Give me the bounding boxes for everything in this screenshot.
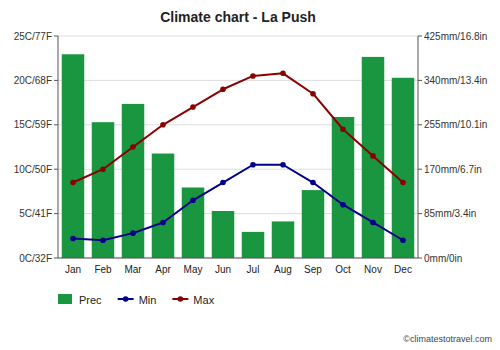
bar: [212, 211, 235, 258]
y-tick: [54, 36, 58, 37]
x-tick-label: Dec: [394, 264, 412, 275]
point: [280, 70, 286, 76]
x-tick-label: May: [184, 264, 203, 275]
chart: Climate chart - La Push 0C/32F 5C/41F 10C/5…: [0, 0, 500, 350]
point: [280, 162, 286, 168]
bar: [62, 54, 85, 258]
legend-label: Max: [193, 294, 214, 306]
line: [73, 165, 403, 240]
bar: [182, 187, 205, 258]
y2-tick: [418, 169, 422, 170]
bar: [242, 232, 265, 258]
bar: [392, 78, 415, 258]
y-tick: [54, 169, 58, 170]
legend-swatch: [58, 294, 72, 304]
y2-tick-label: 85mm/3.4in: [424, 208, 476, 219]
bar: [302, 190, 325, 258]
x-tick-label: Sep: [304, 264, 322, 275]
x-tick-label: Feb: [94, 264, 112, 275]
point: [130, 230, 136, 236]
y-axis-line: [58, 36, 59, 258]
point: [190, 104, 196, 110]
x-tick-label: Jul: [247, 264, 260, 275]
point: [220, 180, 226, 186]
line: [73, 73, 403, 182]
bar: [332, 117, 355, 258]
y2-tick: [418, 258, 422, 259]
point: [400, 237, 406, 243]
y2-tick-label: 255mm/10.1in: [424, 119, 487, 130]
grid: [58, 36, 418, 258]
axes: 0C/32F 5C/41F 10C/50F 15C/59F 20C/68F 25C/77F…: [14, 31, 488, 276]
x-tick-label: Apr: [155, 264, 171, 275]
legend-marker: [123, 296, 129, 302]
point: [220, 86, 226, 92]
x-tick-label: Mar: [124, 264, 142, 275]
point: [310, 91, 316, 97]
y-tick-label: 15C/59F: [14, 119, 52, 130]
point: [370, 153, 376, 159]
y-tick-label: 20C/68F: [14, 75, 52, 86]
y-tick-label: 5C/41F: [19, 208, 52, 219]
point: [100, 166, 106, 172]
y2-tick-label: 0mm/0in: [424, 253, 462, 264]
point: [310, 180, 316, 186]
point: [70, 180, 76, 186]
point: [160, 122, 166, 128]
grid-line: [58, 36, 418, 37]
y-tick: [54, 258, 58, 259]
y2-tick: [418, 124, 422, 125]
point: [160, 220, 166, 226]
y-tick-label: 25C/77F: [14, 31, 52, 42]
x-tick-label: Aug: [274, 264, 292, 275]
legend-marker: [178, 296, 184, 302]
point: [340, 202, 346, 208]
point: [370, 220, 376, 226]
y2-tick: [418, 80, 422, 81]
y-tick-label: 0C/32F: [19, 253, 52, 264]
x-tick-label: Jan: [65, 264, 81, 275]
grid-line: [58, 258, 418, 259]
y2-axis-line: [418, 36, 419, 258]
y2-tick-label: 425mm/16.8in: [424, 31, 487, 42]
y-tick: [54, 124, 58, 125]
legend-label: Prec: [79, 294, 102, 306]
title: Climate chart - La Push: [160, 9, 316, 25]
y-tick: [54, 213, 58, 214]
bar: [152, 154, 175, 258]
annotation: ©climatestotravel.com: [403, 334, 492, 344]
y2-tick: [418, 213, 422, 214]
y2-tick-label: 170mm/6.7in: [424, 164, 482, 175]
y-tick: [54, 80, 58, 81]
bar: [272, 221, 295, 258]
point: [250, 73, 256, 79]
background: [0, 0, 500, 350]
point: [190, 197, 196, 203]
x-axis-line: [58, 258, 418, 259]
legend-label: Min: [139, 294, 157, 306]
marks: [62, 54, 415, 258]
x-tick-label: Oct: [335, 264, 351, 275]
x-tick-label: Jun: [215, 264, 231, 275]
point: [130, 144, 136, 150]
y2-tick: [418, 36, 422, 37]
point: [70, 236, 76, 242]
y2-tick-label: 340mm/13.4in: [424, 75, 487, 86]
legend: Prec Min Max: [58, 294, 215, 306]
point: [250, 162, 256, 168]
point: [400, 180, 406, 186]
x-tick-label: Nov: [364, 264, 382, 275]
y-tick-label: 10C/50F: [14, 164, 52, 175]
point: [340, 126, 346, 132]
point: [100, 237, 106, 243]
